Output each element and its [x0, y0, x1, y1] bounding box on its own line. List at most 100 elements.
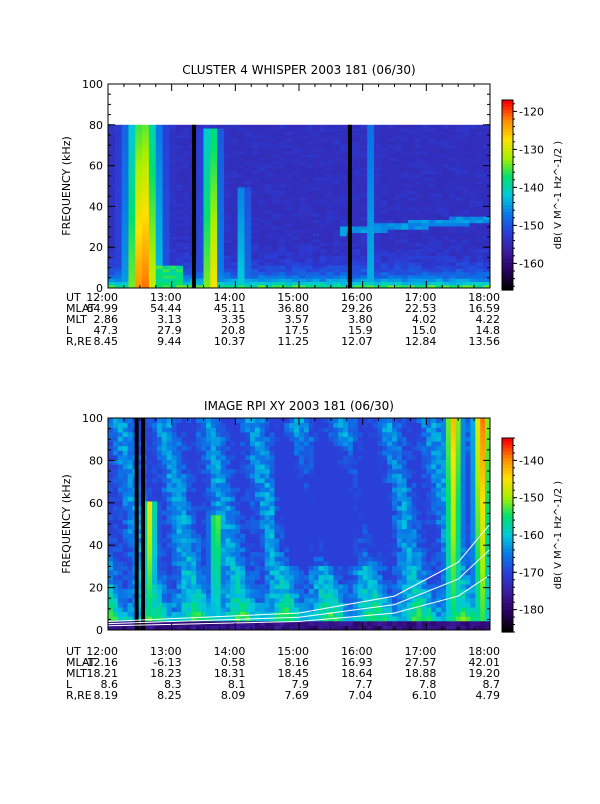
spectrogram-cell	[183, 174, 190, 178]
spectrogram-cell	[435, 154, 442, 158]
spectrogram-cell	[181, 506, 186, 511]
spectrogram-cell	[186, 487, 191, 492]
spectrogram-cell	[224, 281, 231, 285]
spectrogram-cell	[250, 533, 255, 538]
spectrogram-cell	[388, 187, 395, 191]
spectrogram-cell	[333, 187, 340, 191]
spectrogram-cell	[230, 487, 235, 492]
spectrogram-cell	[204, 177, 211, 181]
spectrogram-cell	[181, 570, 186, 575]
spectrogram-cell	[149, 203, 156, 207]
spectrogram-cell	[128, 154, 135, 158]
spectrogram-cell	[354, 239, 361, 243]
spectrogram-cell	[449, 206, 456, 210]
spectrogram-cell	[149, 262, 156, 266]
spectrogram-cell	[156, 157, 163, 161]
spectrogram-cell	[191, 432, 196, 437]
spectrogram-cell	[128, 200, 135, 204]
spectrogram-cell	[292, 262, 299, 266]
spectrogram-cell	[381, 164, 388, 168]
spectrogram-cell	[367, 141, 374, 145]
spectrogram-cell	[309, 487, 314, 492]
spectrogram-cell	[204, 138, 211, 142]
spectrogram-cell	[118, 450, 123, 455]
spectrogram-cell	[299, 510, 304, 515]
spectrogram-cell	[235, 561, 240, 566]
spectrogram-cell	[162, 483, 167, 488]
spectrogram-cell	[422, 213, 429, 217]
spectrogram-cell	[289, 427, 294, 432]
spectrogram-cell	[172, 459, 177, 464]
spectrogram-cell	[251, 210, 258, 214]
spectrogram-cell	[265, 278, 272, 282]
spectrogram-cell	[231, 135, 238, 139]
spectrogram-cell	[408, 141, 415, 145]
spectrogram-cell	[422, 246, 429, 250]
spectrogram-cell	[388, 128, 395, 132]
spectrogram-cell	[162, 589, 167, 594]
spectrogram-cell	[442, 242, 449, 246]
spectrogram-cell	[135, 197, 142, 201]
spectrogram-cell	[169, 272, 176, 276]
spectrogram-cell	[147, 524, 152, 529]
spectrogram-cell	[306, 216, 313, 220]
spectrogram-cell	[128, 487, 133, 492]
spectrogram-cell	[279, 450, 284, 455]
spectrogram-cell	[435, 246, 442, 250]
spectrogram-cell	[217, 157, 224, 161]
spectrogram-cell	[128, 216, 135, 220]
spectrogram-cell	[216, 478, 221, 483]
spectrogram-cell	[265, 187, 272, 191]
spectrogram-cell	[333, 272, 340, 276]
spectrogram-cell	[258, 187, 265, 191]
spectrogram-cell	[181, 584, 186, 589]
spectrogram-cell	[204, 216, 211, 220]
spectrogram-cell	[156, 164, 163, 168]
spectrogram-cell	[210, 249, 217, 253]
spectrogram-cell	[172, 552, 177, 557]
spectrogram-cell	[157, 423, 162, 428]
spectrogram-cell	[204, 180, 211, 184]
spectrogram-cell	[244, 138, 251, 142]
spectrogram-cell	[340, 151, 347, 155]
spectrogram-cell	[289, 423, 294, 428]
spectrogram-cell	[123, 561, 128, 566]
spectrogram-cell	[449, 180, 456, 184]
spectrogram-cell	[463, 144, 470, 148]
colorbar-tick-label: -130	[519, 143, 544, 156]
spectrogram-cell	[238, 154, 245, 158]
spectrogram-cell	[326, 190, 333, 194]
spectrogram-cell	[210, 144, 217, 148]
spectrogram-cell	[442, 197, 449, 201]
spectrogram-cell	[231, 167, 238, 171]
spectrogram-cell	[422, 275, 429, 279]
spectrogram-cell	[395, 272, 402, 276]
spectrogram-cell	[206, 455, 211, 460]
spectrogram-cell	[435, 281, 442, 285]
spectrogram-cell	[340, 138, 347, 142]
spectrogram-cell	[313, 197, 320, 201]
spectrogram-cell	[156, 197, 163, 201]
spectrogram-cell	[395, 281, 402, 285]
spectrogram-cell	[235, 598, 240, 603]
spectrogram-cell	[244, 223, 251, 227]
spectrogram-cell	[224, 193, 231, 197]
spectrogram-cell	[108, 242, 115, 246]
spectrogram-cell	[270, 446, 275, 451]
spectrogram-cell	[217, 180, 224, 184]
spectrogram-cell	[128, 229, 135, 233]
spectrogram-cell	[340, 203, 347, 207]
spectrogram-cell	[354, 187, 361, 191]
spectrogram-cell	[186, 483, 191, 488]
spectrogram-cell	[483, 177, 490, 181]
spectrogram-cell	[395, 262, 402, 266]
spectrogram-cell	[265, 265, 272, 269]
spectrogram-cell	[224, 171, 231, 175]
spectrogram-cell	[108, 584, 113, 589]
spectrogram-cell	[309, 621, 314, 626]
spectrogram-cell	[306, 193, 313, 197]
spectrogram-cell	[123, 496, 128, 501]
spectrogram-cell	[374, 200, 381, 204]
spectrogram-cell	[429, 229, 436, 233]
spectrogram-cell	[299, 464, 304, 469]
